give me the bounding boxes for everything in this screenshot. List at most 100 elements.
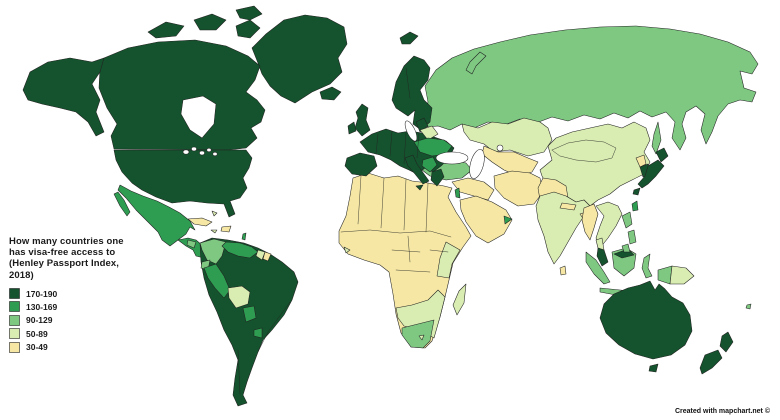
region-sierra-leone[interactable] [343, 246, 351, 254]
legend-swatch-2 [9, 301, 20, 313]
region-lesser-antilles[interactable] [241, 232, 247, 241]
legend-label: 30-49 [26, 342, 48, 353]
region-arctic-island-2[interactable] [193, 13, 227, 31]
region-japan-hokkaido[interactable] [655, 147, 669, 163]
legend-label: 90-129 [26, 315, 53, 326]
region-ireland[interactable] [347, 121, 357, 135]
region-iran[interactable] [493, 170, 544, 207]
region-hispaniola[interactable] [220, 225, 232, 233]
region-greece[interactable] [430, 168, 445, 187]
great-lake-4 [206, 147, 212, 153]
region-peru[interactable] [203, 263, 231, 299]
region-mexico[interactable] [117, 184, 196, 247]
region-lesotho[interactable] [418, 334, 425, 341]
border-africa-3 [403, 178, 407, 231]
region-baja[interactable] [113, 191, 131, 217]
region-scandinavia[interactable] [391, 55, 433, 131]
region-cuba[interactable] [187, 217, 213, 227]
region-jamaica[interactable] [210, 229, 218, 234]
region-philippines-luzon[interactable] [621, 211, 633, 229]
region-japan-honshu[interactable] [637, 159, 665, 189]
region-fiji[interactable] [745, 303, 752, 310]
region-new-zealand-south[interactable] [699, 349, 723, 375]
region-arctic-island-1[interactable] [147, 21, 185, 39]
region-venezuela[interactable] [221, 241, 259, 259]
hudson-bay [180, 95, 217, 139]
region-central-asia[interactable] [481, 145, 539, 177]
region-arabia[interactable] [459, 195, 513, 244]
legend-item: 130-169 [9, 300, 159, 313]
region-iceland[interactable] [319, 86, 342, 101]
region-philippines-visayas[interactable] [627, 229, 637, 245]
region-iberia[interactable] [344, 152, 378, 177]
region-sakhalin[interactable] [651, 121, 662, 155]
region-tasmania[interactable] [648, 363, 659, 373]
region-arctic-island-4[interactable] [235, 5, 263, 21]
region-suriname[interactable] [262, 251, 272, 262]
region-australia[interactable] [599, 280, 693, 360]
border-brazil-argentina [257, 301, 291, 353]
region-taiwan[interactable] [631, 200, 639, 212]
legend-swatch-3 [9, 314, 20, 326]
region-greenland[interactable] [251, 14, 348, 104]
attribution-text: Created with mapchart.net © [674, 408, 770, 415]
region-sicily[interactable] [415, 184, 424, 191]
region-paraguay[interactable] [242, 305, 257, 323]
region-usa[interactable] [113, 149, 253, 218]
border-scandinavia [405, 67, 411, 99]
region-philippines-mindanao[interactable] [621, 243, 631, 253]
legend-label: 50-89 [26, 328, 48, 339]
region-new-zealand-north[interactable] [719, 331, 734, 353]
region-alaska[interactable] [22, 57, 105, 137]
region-south-africa[interactable] [401, 319, 435, 349]
region-baltics[interactable] [415, 117, 429, 133]
region-ukraine[interactable] [413, 137, 453, 157]
border-chile-argentina [237, 349, 241, 395]
baltic-sea [404, 120, 418, 142]
legend-items: 170-190 130-169 90-129 50-89 30-49 [9, 287, 159, 354]
region-north-korea[interactable] [635, 154, 647, 168]
border-africa-6 [407, 235, 411, 263]
region-madagascar[interactable] [452, 283, 467, 316]
region-papua-new-guinea[interactable] [669, 265, 695, 285]
region-uk[interactable] [354, 103, 371, 137]
border-africa-sahel [340, 229, 452, 238]
region-sri-lanka[interactable] [559, 265, 567, 276]
region-arctic-island-3[interactable] [235, 19, 261, 39]
great-lake-3 [199, 150, 205, 156]
region-uruguay[interactable] [253, 327, 263, 339]
region-malaysia[interactable] [596, 247, 609, 267]
border-europe-2 [389, 130, 393, 157]
region-syria-iraq[interactable] [451, 177, 495, 201]
region-nepal[interactable] [559, 202, 577, 211]
legend-item: 30-49 [9, 340, 159, 353]
region-bahamas[interactable] [211, 210, 218, 217]
border-europe-1 [375, 133, 379, 155]
region-japan-kyushu[interactable] [632, 187, 641, 196]
border-mongolia [551, 139, 617, 163]
region-novaya-zemlya[interactable] [465, 51, 487, 75]
region-uae[interactable] [503, 215, 513, 225]
region-myanmar[interactable] [581, 203, 599, 241]
region-east-africa[interactable] [436, 241, 461, 279]
region-svalbard[interactable] [399, 31, 419, 45]
legend-item: 50-89 [9, 327, 159, 340]
region-sumatra[interactable] [585, 251, 611, 285]
region-belarus[interactable] [419, 125, 439, 141]
region-israel[interactable] [454, 187, 461, 199]
legend-label: 130-169 [26, 301, 58, 312]
region-guyana[interactable] [255, 249, 266, 261]
region-bolivia[interactable] [227, 285, 251, 309]
region-sulawesi[interactable] [641, 253, 653, 279]
region-indochina[interactable] [595, 201, 623, 249]
region-balkans-west[interactable] [421, 156, 438, 173]
region-nicaragua[interactable] [186, 239, 197, 249]
legend-swatch-5 [9, 341, 20, 353]
region-india[interactable] [535, 191, 591, 265]
region-colombia[interactable] [199, 238, 227, 265]
region-canada[interactable] [98, 39, 266, 151]
legend-label: 170-190 [26, 288, 58, 299]
region-italy[interactable] [404, 154, 430, 185]
black-sea [435, 151, 469, 165]
